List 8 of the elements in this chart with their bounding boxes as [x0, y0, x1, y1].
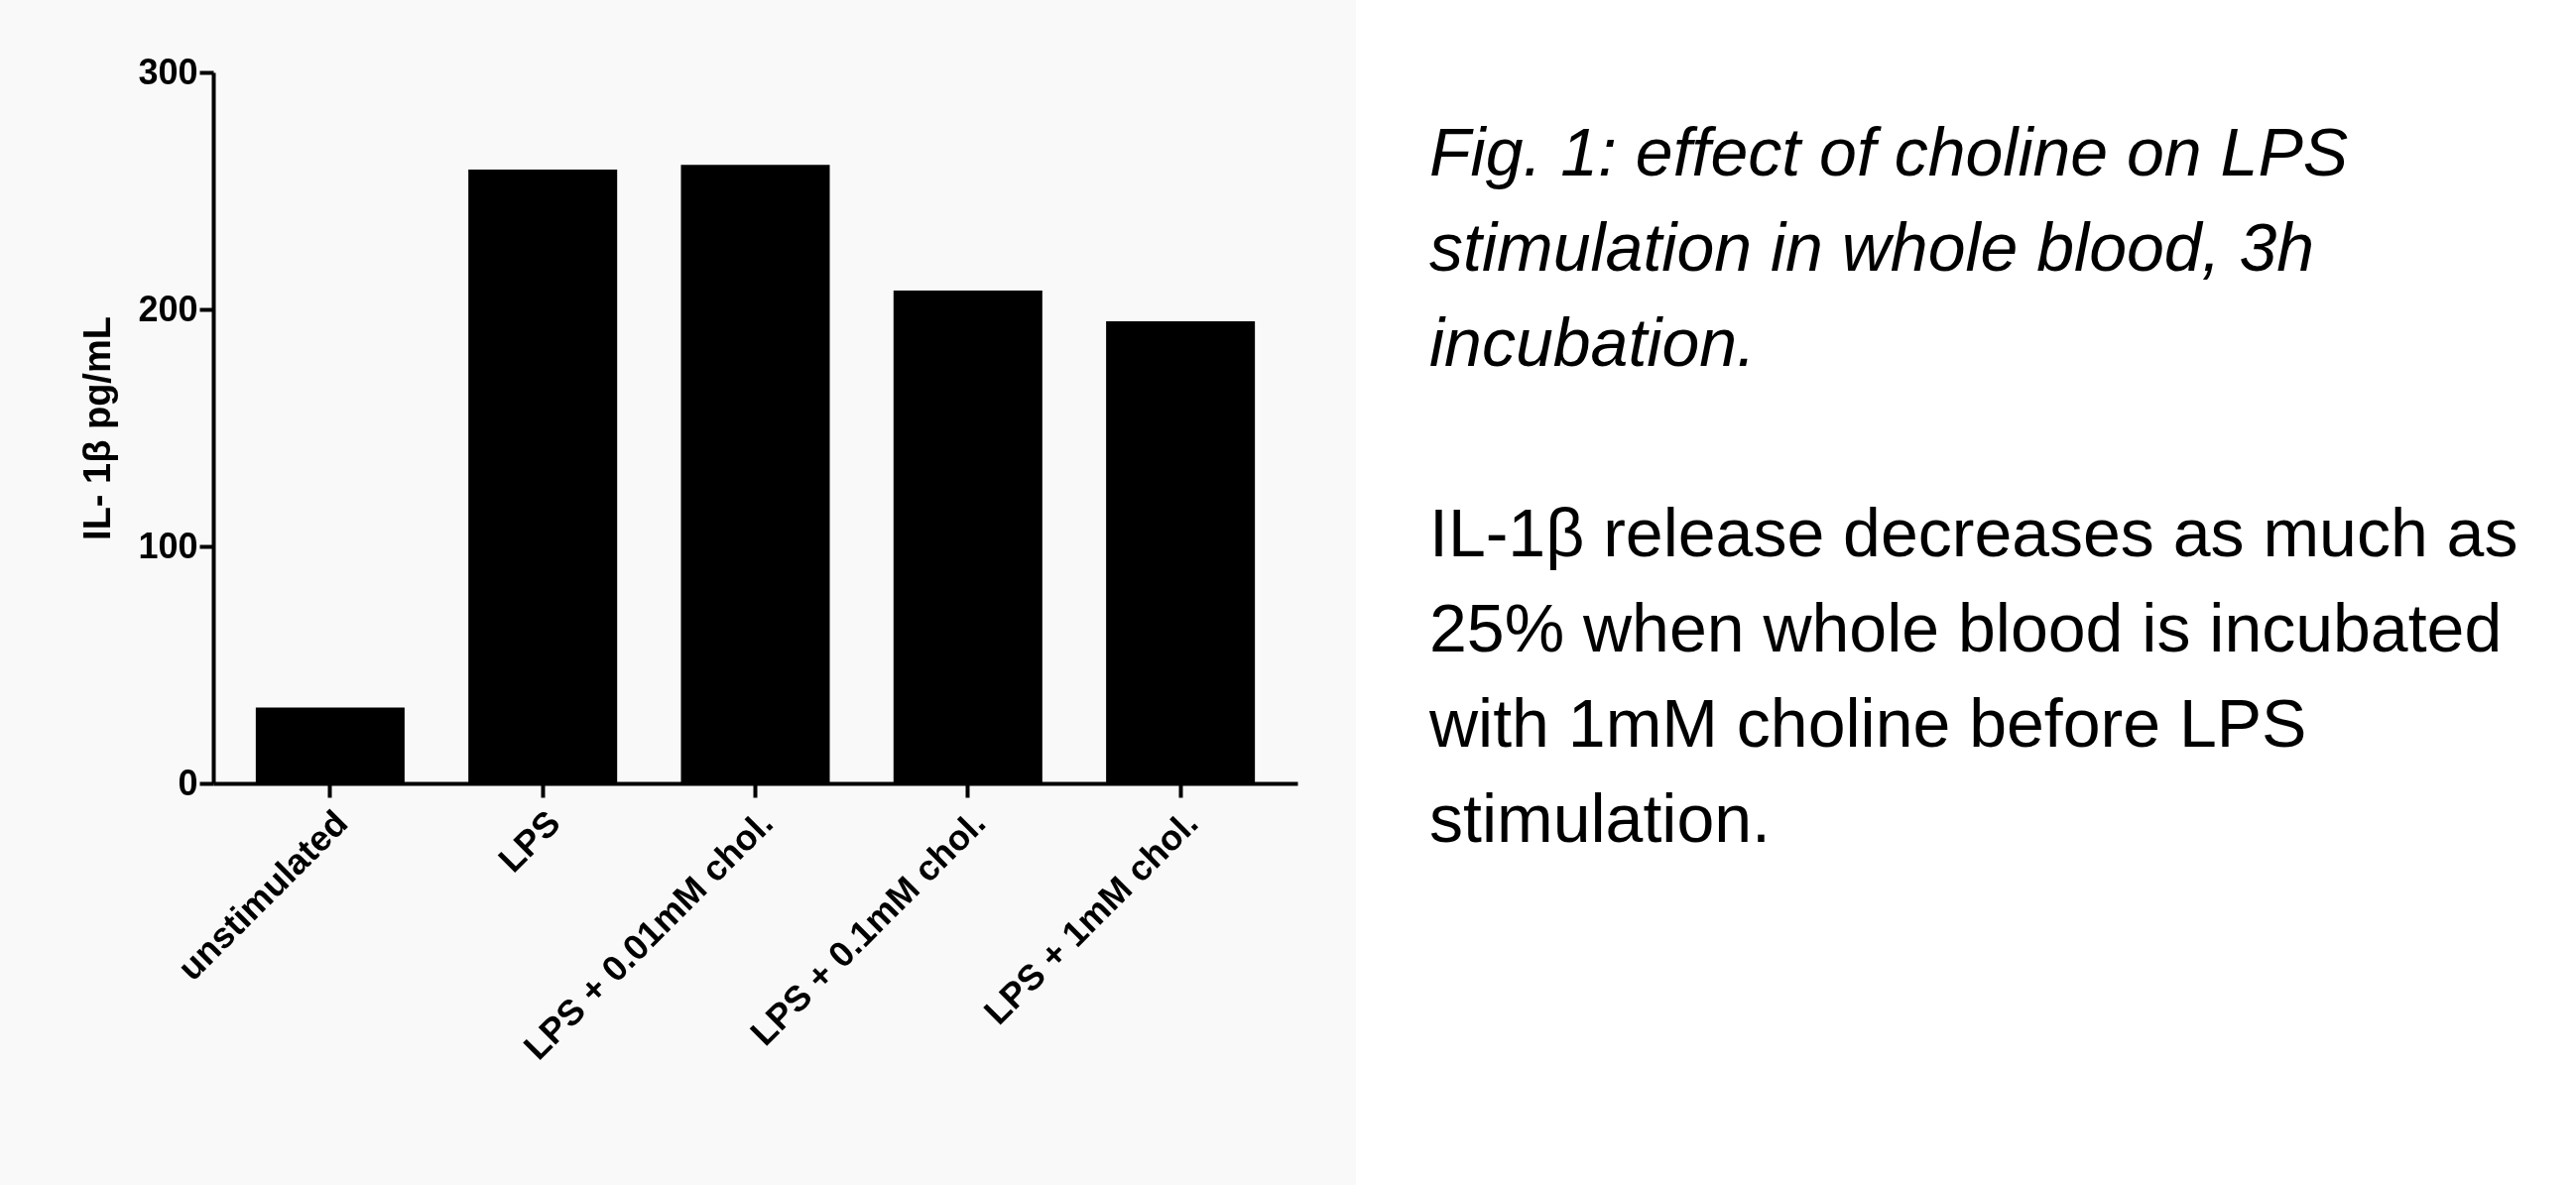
x-tick-label: LPS [490, 801, 568, 881]
y-tick-label: 100 [138, 525, 198, 566]
y-tick-label: 200 [138, 288, 198, 329]
text: Fig. 1: effect of choline on LPS stimulation in whole blood, 3h incubation. [1429, 113, 2350, 382]
y-tick-label: 300 [138, 51, 198, 92]
text: IL-1β release decreases as much as 25% when whole blood is incubated with 1mM choline before LPS stimulation. [1429, 494, 2519, 858]
y-tick-label: 0 [178, 762, 198, 803]
y-axis-title: IL- 1β pg/mL [76, 316, 119, 540]
